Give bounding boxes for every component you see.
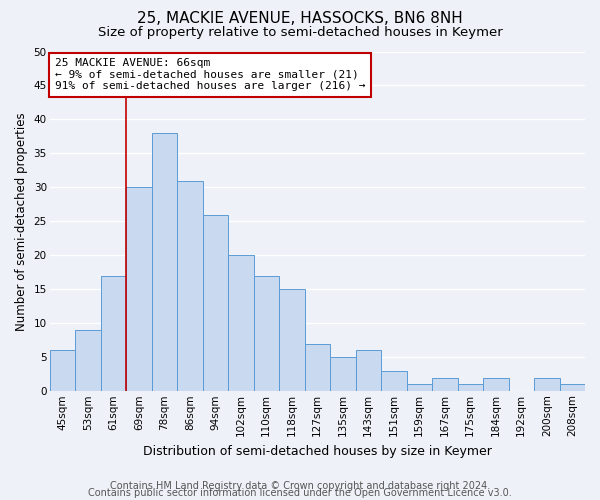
Bar (177, 180, 203, 392)
Bar (330, 358, 356, 392)
Bar (126, 188, 152, 392)
Bar (356, 350, 381, 392)
Text: 25, MACKIE AVENUE, HASSOCKS, BN6 8NH: 25, MACKIE AVENUE, HASSOCKS, BN6 8NH (137, 11, 463, 26)
Text: Contains public sector information licensed under the Open Government Licence v3: Contains public sector information licen… (88, 488, 512, 498)
Bar (305, 344, 330, 392)
Bar (152, 133, 177, 392)
Bar (254, 276, 279, 392)
Bar (75, 330, 101, 392)
Bar (483, 378, 509, 392)
Y-axis label: Number of semi-detached properties: Number of semi-detached properties (15, 112, 28, 330)
Bar (458, 384, 483, 392)
Text: Size of property relative to semi-detached houses in Keymer: Size of property relative to semi-detach… (98, 26, 502, 39)
Bar (228, 256, 254, 392)
Bar (534, 378, 560, 392)
Bar (407, 384, 432, 392)
Bar (50, 350, 75, 392)
Bar (381, 371, 407, 392)
Text: 25 MACKIE AVENUE: 66sqm
← 9% of semi-detached houses are smaller (21)
91% of sem: 25 MACKIE AVENUE: 66sqm ← 9% of semi-det… (55, 58, 365, 92)
Bar (560, 384, 585, 392)
Text: Contains HM Land Registry data © Crown copyright and database right 2024.: Contains HM Land Registry data © Crown c… (110, 481, 490, 491)
Bar (432, 378, 458, 392)
Bar (101, 276, 126, 392)
X-axis label: Distribution of semi-detached houses by size in Keymer: Distribution of semi-detached houses by … (143, 444, 492, 458)
Bar (279, 290, 305, 392)
Bar (203, 214, 228, 392)
